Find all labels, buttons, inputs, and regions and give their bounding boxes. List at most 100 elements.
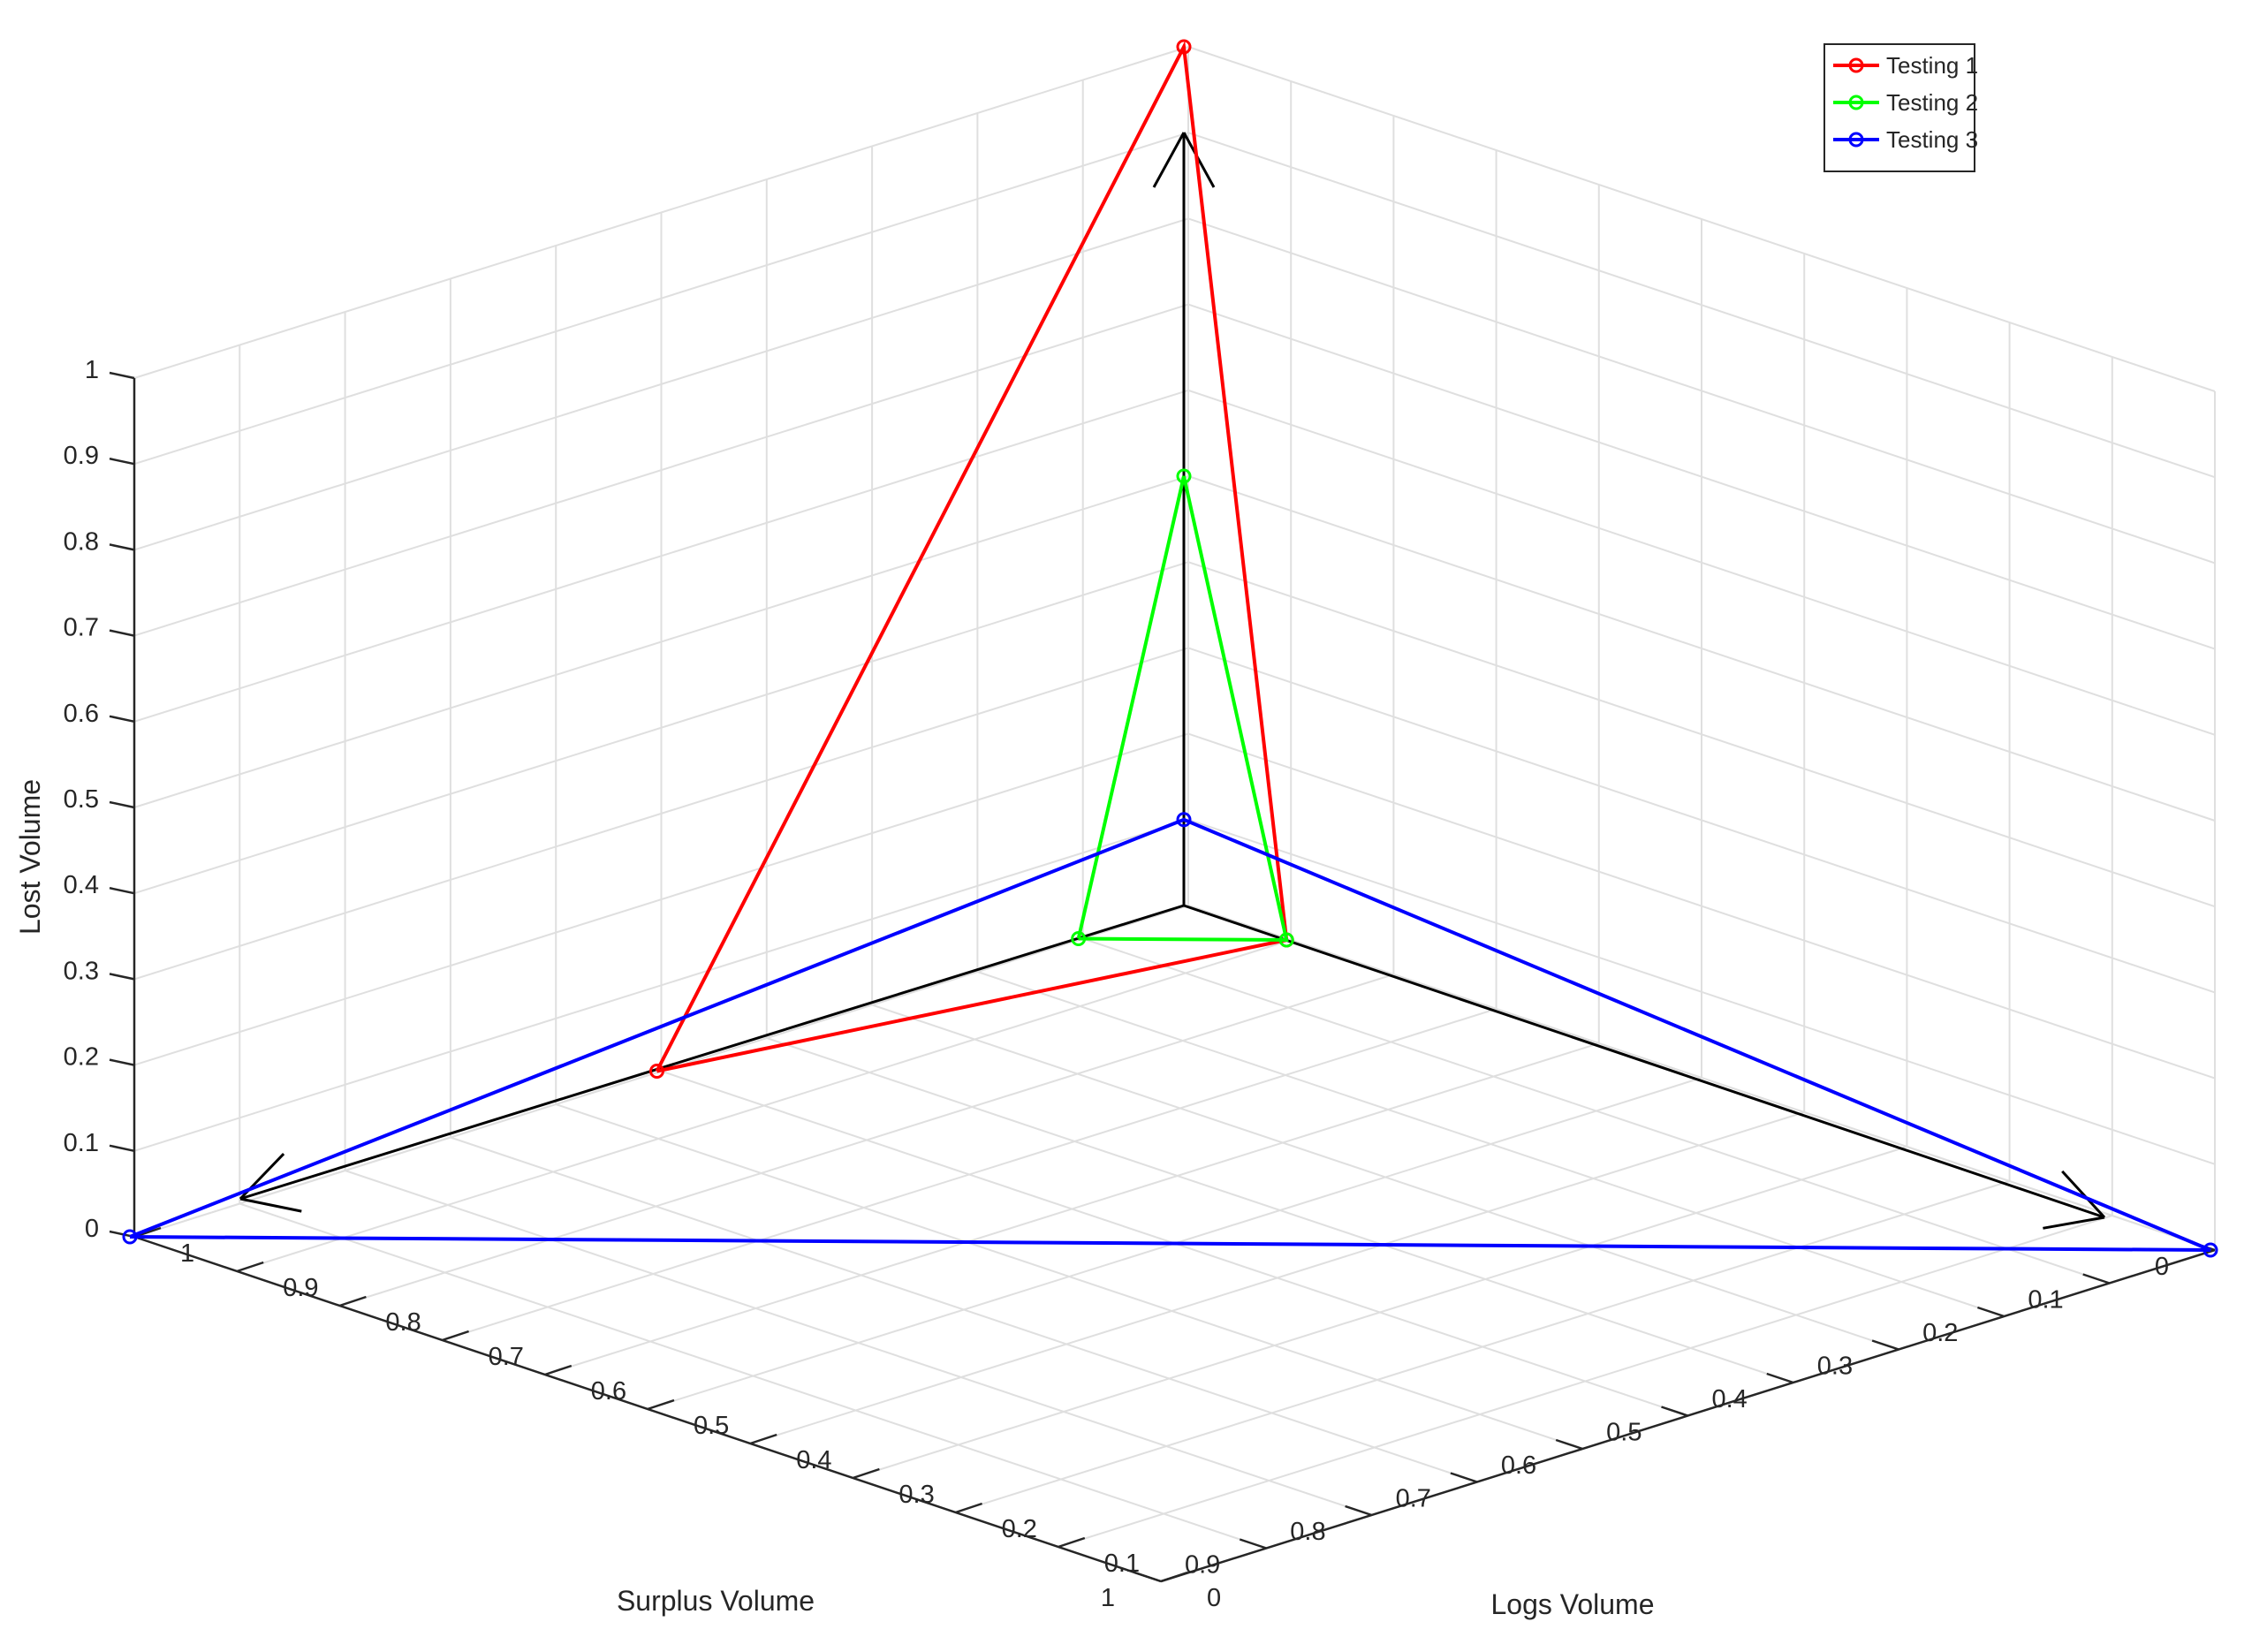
y-tick-label: 0.8: [385, 1308, 421, 1337]
grid-line-floor-x: [345, 1170, 1372, 1516]
y-tick-mark: [647, 1398, 675, 1411]
z-axis-label: Lost Volume: [14, 779, 46, 935]
series-point-3: [122, 1229, 138, 1245]
x-tick-label: 0.8: [1290, 1518, 1325, 1546]
grid-line-wall-right-horizontal: [133, 46, 1189, 379]
x-tick-label: 0.7: [1396, 1485, 1431, 1513]
lost-spoke-arrow-head-b: [1152, 132, 1186, 188]
logs-spoke-arrow-head-a: [2043, 1216, 2105, 1230]
x-tick-label: 0.5: [1606, 1419, 1641, 1447]
x-tick-mark: [2082, 1273, 2111, 1284]
grid-line-wall-right-horizontal: [133, 303, 1189, 637]
x-tick-label: 0.2: [1922, 1319, 1958, 1347]
x-tick-mark: [1871, 1339, 1899, 1351]
x-axis-label: Surplus Volume: [617, 1585, 815, 1617]
y-tick-mark: [544, 1364, 572, 1376]
y-tick-mark: [339, 1295, 367, 1307]
z-tick-label: 0.6: [64, 700, 99, 728]
z-tick-mark: [109, 973, 135, 981]
x-tick-mark: [1555, 1438, 1583, 1451]
x-tick-label: 0: [2155, 1253, 2169, 1281]
legend: Testing 1 Testing 2 Testing 3: [1823, 43, 1978, 172]
grid-line-floor-y: [749, 1111, 1805, 1444]
legend-label: Testing 3: [1886, 126, 1978, 153]
z-tick-mark: [109, 371, 135, 380]
legend-swatch-marker: [1848, 95, 1864, 110]
series-point-1: [1176, 39, 1192, 55]
z-tick-mark: [109, 1144, 135, 1153]
grid-line-wall-left-horizontal: [1187, 303, 2216, 650]
z-tick-label: 0.8: [64, 527, 99, 556]
x-tick-mark: [1345, 1504, 1372, 1517]
z-tick-label: 0: [85, 1215, 99, 1243]
x-tick-mark: [1239, 1538, 1267, 1550]
y-axis-label: Logs Volume: [1490, 1588, 1654, 1620]
logs-spoke-arrow-shaft: [1183, 904, 2105, 1219]
series-line-2: [1076, 475, 1289, 943]
grid-line-wall-right-horizontal: [133, 132, 1189, 466]
y-tick-label: 0.5: [694, 1412, 729, 1440]
legend-swatch-marker: [1848, 132, 1864, 148]
y-tick-mark: [1160, 1571, 1188, 1583]
z-tick-label: 0.3: [64, 957, 99, 985]
legend-label: Testing 1: [1886, 52, 1978, 79]
surplus-spoke-arrow-shaft: [239, 904, 1185, 1201]
y-tick-label: 0.4: [796, 1446, 831, 1474]
grid-line-wall-right-horizontal: [133, 217, 1189, 551]
grid-line-wall-right-horizontal: [133, 475, 1189, 808]
series-point-2: [1071, 931, 1087, 946]
x-tick-label: 1: [1101, 1584, 1115, 1612]
grid-line-wall-left-horizontal: [1187, 389, 2216, 736]
x-tick-mark: [1977, 1306, 2005, 1318]
y-tick-label: 0.6: [591, 1377, 626, 1406]
z-tick-label: 0.2: [64, 1043, 99, 1072]
x-tick-mark: [1134, 1571, 1162, 1583]
x-tick-label: 0.1: [2028, 1286, 2063, 1315]
series-point-3: [2203, 1242, 2218, 1258]
z-tick-mark: [109, 543, 135, 551]
grid-line-floor-y: [1058, 1215, 2113, 1548]
y-tick-label: 0.2: [1002, 1515, 1037, 1543]
logs-spoke-arrow-head-b: [2061, 1170, 2106, 1219]
grid-line-floor-x: [555, 1103, 1583, 1450]
series-point-1: [649, 1064, 664, 1079]
z-tick-mark: [109, 1058, 135, 1066]
legend-swatch-marker: [1848, 57, 1864, 73]
z-tick-label: 0.5: [64, 785, 99, 814]
series-layer: [122, 39, 2218, 1258]
z-tick-label: 0.9: [64, 442, 99, 470]
y-tick-mark: [236, 1261, 264, 1273]
grid-line-floor-y: [955, 1180, 2010, 1513]
z-tick-label: 0.1: [64, 1129, 99, 1157]
y-tick-mark: [853, 1467, 880, 1480]
grid-line-wall-left-horizontal: [1187, 132, 2216, 479]
axis-layer: 0 1 0.1 0.9 0.2 0.8 0.3 0.7 0.4 0.6 0.5 0.5 0.6 0.4 0.…: [64, 132, 2216, 1612]
surplus-spoke-arrow-head-b: [239, 1197, 302, 1213]
x-tick-label: 0.3: [1817, 1353, 1853, 1381]
z-tick-mark: [109, 629, 135, 637]
x-tick-mark: [1766, 1372, 1794, 1384]
y-tick-mark: [1058, 1536, 1086, 1549]
y-tick-mark: [749, 1433, 777, 1445]
series-point-3: [1176, 812, 1192, 828]
x-tick-label: 0.4: [1711, 1385, 1747, 1413]
z-tick-mark: [109, 800, 135, 809]
x-tick-label: 0.9: [1185, 1551, 1220, 1580]
z-tick-label: 0.7: [64, 614, 99, 642]
series-line-1: [655, 41, 1289, 1073]
lost-spoke-arrow-head-a: [1182, 132, 1216, 188]
grid-line-floor-y: [853, 1146, 1907, 1479]
y-tick-label: 0.3: [898, 1481, 934, 1509]
x-tick-mark: [1450, 1472, 1478, 1483]
x-tick-label: 0.6: [1501, 1451, 1536, 1480]
y-tick-label: 1: [180, 1239, 194, 1268]
series-point-2: [1278, 932, 1294, 948]
grid-line-wall-right-horizontal: [133, 389, 1189, 723]
grid-line-wall-left-horizontal: [1187, 475, 2216, 822]
z-tick-label: 0.4: [64, 871, 99, 899]
x-tick-mark: [1661, 1406, 1688, 1417]
z-tick-mark: [109, 457, 135, 466]
y-tick-label: 0: [1207, 1584, 1221, 1612]
